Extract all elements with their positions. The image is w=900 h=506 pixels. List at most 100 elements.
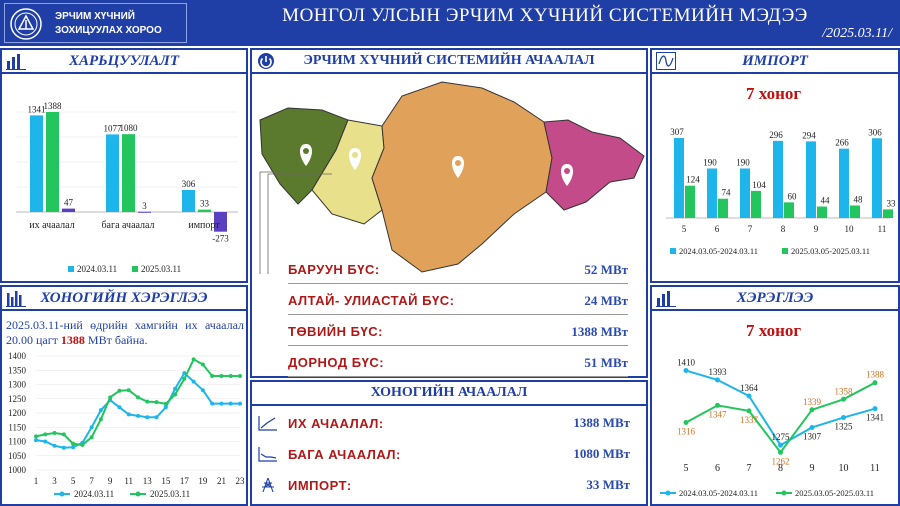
x-tick-label: 10: [839, 463, 849, 474]
bar: [718, 198, 728, 218]
trend-low-icon: [258, 447, 277, 462]
data-point: [228, 373, 233, 378]
data-label: 60: [788, 191, 798, 201]
legend-marker: [781, 490, 787, 496]
data-point: [219, 373, 224, 378]
legend-label: 2025.03.05-2025.03.11: [795, 488, 874, 498]
bar: [122, 134, 135, 212]
data-label: 306: [868, 127, 882, 137]
load-value: 1388 МВт: [573, 415, 630, 430]
data-point: [154, 415, 159, 420]
data-label: 1364: [740, 383, 759, 393]
bar: [46, 112, 59, 212]
legend-label: 2024.03.05-2024.03.11: [679, 488, 758, 498]
data-point: [238, 373, 242, 378]
import-chart: 307 124 5 190 74 6 190 104 7 296 60 8 294 44 9 266 48 10 3…: [666, 127, 897, 256]
comparison-title-text: ХАРЬЦУУЛАЛТ: [69, 52, 179, 69]
x-tick-label: 5: [684, 463, 689, 474]
region-name: АЛТАЙ- УЛИАСТАЙ БҮС:: [288, 293, 455, 308]
data-label: 296: [769, 130, 783, 140]
data-point: [163, 405, 168, 410]
data-point: [182, 371, 187, 376]
x-tick-label: 8: [778, 463, 783, 474]
data-label: 1080: [120, 123, 139, 133]
x-tick-label: 5: [71, 476, 76, 486]
import-title-text: ИМПОРТ: [742, 52, 808, 69]
power-tower-icon: [262, 477, 274, 493]
trend-up-icon: [258, 416, 277, 431]
x-tick-label: 9: [810, 463, 815, 474]
power-icon: [258, 53, 274, 69]
region-value: 1388 МВт: [571, 323, 628, 339]
data-point: [126, 412, 131, 417]
data-label: 48: [854, 194, 864, 204]
bar: [707, 168, 717, 218]
load-name: ИМПОРТ:: [288, 477, 352, 493]
x-tick-label: 7: [89, 476, 94, 486]
region-name: ДОРНОД БҮС:: [288, 355, 385, 370]
region-row-east: ДОРНОД БҮС: 51 МВт: [288, 349, 628, 377]
y-tick-label: 1400: [8, 351, 27, 361]
page-title: МОНГОЛ УЛСЫН ЭРЧИМ ХҮЧНИЙ СИСТЕМИЙН МЭДЭ…: [282, 5, 808, 26]
data-label: 1388: [866, 370, 885, 380]
bar: [182, 189, 195, 212]
data-point: [136, 413, 140, 418]
bar-chart-icon: [656, 291, 676, 307]
consumption-chart: 1410 1393 1364 1275 1307 1325 1341 1316 1347 1337…: [660, 358, 885, 498]
report-date: /2025.03.11/: [822, 26, 892, 41]
region-row-west: БАРУУН БҮС: 52 МВт: [288, 256, 628, 284]
bar: [106, 134, 119, 212]
data-point: [52, 430, 57, 435]
y-tick-label: 1300: [8, 380, 27, 390]
data-point: [778, 449, 783, 455]
data-label: 1077: [104, 123, 123, 133]
category-label: 6: [715, 224, 720, 234]
legend-swatch: [132, 266, 138, 272]
data-point: [173, 392, 178, 397]
erc-logo-icon: [10, 8, 42, 40]
data-point: [683, 368, 689, 374]
logo-box: ЭРЧИМ ХҮЧНИЙ ЗОХИЦУУЛАХ ХОРОО: [4, 3, 187, 43]
data-point: [841, 415, 846, 421]
load-row-import: ИМПОРТ: 33 МВт: [258, 472, 630, 498]
data-point: [34, 434, 38, 439]
data-point: [210, 373, 215, 378]
y-tick-label: 1050: [8, 451, 27, 461]
bar: [214, 212, 227, 232]
y-tick-label: 1250: [8, 394, 27, 404]
legend-marker: [135, 491, 141, 497]
data-point: [136, 395, 140, 400]
load-name: ИХ АЧААЛАЛ:: [288, 415, 384, 431]
data-label: 1358: [835, 386, 854, 396]
legend-label: 2024.03.05-2024.03.11: [679, 246, 758, 256]
bar: [850, 205, 860, 218]
org-name-line1: ЭРЧИМ ХҮЧНИЙ: [55, 11, 135, 22]
data-point: [872, 406, 878, 412]
category-label: 10: [845, 224, 855, 234]
data-label: 266: [835, 138, 849, 148]
import-title: ИМПОРТ: [652, 50, 898, 74]
bar: [685, 185, 695, 218]
daily-title-text: ХОНОГИЙН ХЭРЭГЛЭЭ: [40, 289, 208, 306]
data-label: 74: [722, 188, 732, 198]
series-line: [35, 358, 240, 446]
region-name: БАРУУН БҮС:: [288, 262, 380, 277]
bar: [806, 141, 816, 218]
peak-note-pre: 2025.03.11-ний өдрийн хамгийн их ачаалал…: [6, 318, 244, 347]
legend-swatch: [670, 248, 676, 254]
data-label: 33: [887, 198, 897, 208]
data-point: [182, 376, 187, 381]
legend-swatch: [68, 266, 74, 272]
data-label: 1316: [677, 427, 696, 437]
comparison-panel: ХАРЬЦУУЛАЛТ 1341 1388 47 их ачаалал 1077 1080…: [0, 48, 248, 283]
bar: [817, 206, 827, 218]
bar: [30, 115, 43, 212]
region-value: 24 МВт: [584, 292, 628, 308]
data-point: [163, 401, 168, 406]
x-tick-label: 13: [143, 476, 153, 486]
y-tick-label: 1200: [8, 408, 27, 418]
map-pin-west-icon: [300, 144, 312, 166]
x-tick-label: 9: [108, 476, 113, 486]
data-point: [778, 442, 783, 448]
